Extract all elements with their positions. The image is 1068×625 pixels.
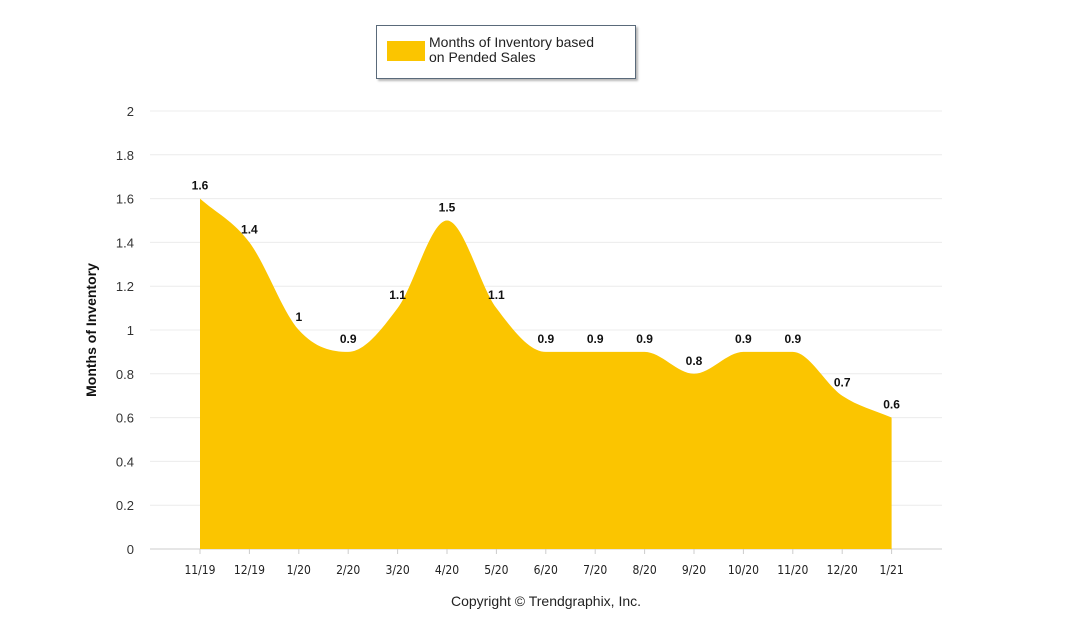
data-label-0: 1.6 (192, 179, 209, 193)
data-label-4: 1.1 (389, 288, 406, 302)
y-tick-label-1: 0.2 (116, 498, 134, 513)
data-label-9: 0.9 (636, 332, 653, 346)
x-tick-label-1: 12/19 (234, 563, 265, 577)
series-area (200, 198, 892, 549)
data-label-8: 0.9 (587, 332, 604, 346)
data-labels: 1.6 1.4 1 0.9 1.1 1.5 1.1 0.9 0.9 0.9 0.8 0.9 0.9 0.7… (192, 179, 901, 412)
data-label-2: 1 (295, 310, 302, 324)
data-label-14: 0.6 (883, 398, 900, 412)
data-label-12: 0.9 (784, 332, 801, 346)
data-label-7: 0.9 (537, 332, 554, 346)
x-tick-label-6: 5/20 (484, 563, 508, 577)
legend-swatch (387, 41, 425, 61)
x-tick-labels: 11/19 12/19 1/20 2/20 3/20 4/20 5/20 6/20 7/20 8/… (184, 563, 903, 577)
y-tick-label-8: 1.6 (116, 192, 134, 207)
legend-label-line2: on Pended Sales (429, 49, 536, 65)
series-area-fill (200, 198, 892, 549)
data-label-5: 1.5 (439, 201, 456, 215)
legend: Months of Inventory based on Pended Sale… (376, 25, 636, 79)
x-tick-label-11: 10/20 (728, 563, 759, 577)
y-tick-label-6: 1.2 (116, 279, 134, 294)
x-tick-label-10: 9/20 (682, 563, 706, 577)
x-tick-label-9: 8/20 (632, 563, 656, 577)
data-label-3: 0.9 (340, 332, 357, 346)
y-tick-label-5: 1 (127, 323, 134, 338)
data-label-13: 0.7 (834, 376, 851, 390)
data-label-1: 1.4 (241, 222, 258, 236)
x-tick-label-3: 2/20 (336, 563, 360, 577)
y-tick-label-7: 1.4 (116, 235, 134, 250)
y-tick-label-9: 1.8 (116, 148, 134, 163)
y-tick-label-0: 0 (127, 542, 134, 557)
x-tick-label-5: 4/20 (435, 563, 459, 577)
x-tick-label-14: 1/21 (879, 563, 903, 577)
y-tick-label-4: 0.8 (116, 367, 134, 382)
data-label-6: 1.1 (488, 288, 505, 302)
x-tick-label-8: 7/20 (583, 563, 607, 577)
data-label-11: 0.9 (735, 332, 752, 346)
x-tick-label-7: 6/20 (534, 563, 558, 577)
axes (150, 548, 942, 554)
x-tick-label-4: 3/20 (385, 563, 409, 577)
x-tick-label-12: 11/20 (777, 563, 808, 577)
x-tick-label-2: 1/20 (287, 563, 311, 577)
y-axis-label: Months of Inventory (83, 263, 99, 397)
y-tick-label-3: 0.6 (116, 411, 134, 426)
y-tick-label-2: 0.4 (116, 454, 134, 469)
x-tick-label-0: 11/19 (184, 563, 215, 577)
data-label-10: 0.8 (686, 354, 703, 368)
y-tick-label-10: 2 (127, 104, 134, 119)
x-tick-label-13: 12/20 (827, 563, 858, 577)
y-tick-labels: 0 0.2 0.4 0.6 0.8 1 1.2 1.4 1.6 1.8 2 (116, 104, 134, 557)
legend-label: Months of Inventory based on Pended Sale… (429, 35, 629, 65)
copyright-text: Copyright © Trendgraphix, Inc. (450, 593, 642, 609)
legend-label-line1: Months of Inventory based (429, 34, 594, 50)
